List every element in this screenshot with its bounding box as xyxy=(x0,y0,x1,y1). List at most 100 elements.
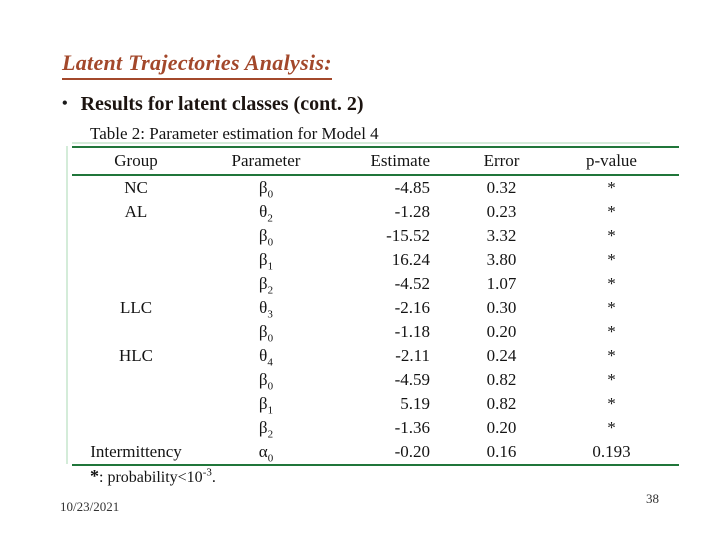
table-body: NC β0 -4.85 0.32 * AL θ2 -1.28 0.23 * β0 -15.52 3.32… xyxy=(72,175,679,465)
param-symbol: θ xyxy=(259,202,268,221)
cell-estimate: 5.19 xyxy=(400,394,430,413)
bullet-heading: Results for latent classes (cont. 2) xyxy=(80,93,364,115)
param-subscript: 3 xyxy=(267,308,273,321)
cell-parameter: α0 xyxy=(200,440,332,465)
param-subscript: 0 xyxy=(267,380,274,393)
param-symbol: β xyxy=(258,226,268,245)
table-row: β0 -1.18 0.20 * xyxy=(72,320,679,344)
page-title: Latent Trajectories Analysis: xyxy=(62,50,332,80)
header-parameter: Parameter xyxy=(231,151,301,170)
param-symbol: β xyxy=(258,418,268,437)
cell-group: AL xyxy=(124,202,148,221)
cell-error: 0.20 xyxy=(486,418,517,437)
title-wrap: Latent Trajectories Analysis: xyxy=(62,50,332,80)
param-symbol: θ xyxy=(259,298,268,317)
header-error: Error xyxy=(483,151,520,170)
table-row: β1 5.19 0.82 * xyxy=(72,392,679,416)
cell-error: 0.82 xyxy=(486,394,517,413)
cell-estimate: -2.16 xyxy=(394,298,430,317)
cell-estimate: -0.20 xyxy=(394,442,430,461)
table-row: NC β0 -4.85 0.32 * xyxy=(72,175,679,200)
header-group: Group xyxy=(114,151,158,170)
cell-parameter: θ4 xyxy=(200,344,332,368)
cell-error: 0.20 xyxy=(486,322,517,341)
parameter-table: Group Parameter Estimate Error p-value N… xyxy=(72,146,679,466)
table-row: LLC θ3 -2.16 0.30 * xyxy=(72,296,679,320)
cell-group xyxy=(72,272,200,296)
param-subscript: 2 xyxy=(267,284,274,297)
table-row: β0 -15.52 3.32 * xyxy=(72,224,679,248)
cell-parameter: β1 xyxy=(200,248,332,272)
param-symbol: α xyxy=(258,442,268,461)
footnote: *: probability<10-3. xyxy=(90,466,216,487)
cell-parameter: β2 xyxy=(200,272,332,296)
footer-date: 10/23/2021 xyxy=(60,499,120,514)
table-header: Group Parameter Estimate Error p-value xyxy=(72,147,679,175)
table-left-accent-line xyxy=(66,146,68,464)
table-header-row: Group Parameter Estimate Error p-value xyxy=(72,147,679,175)
cell-pvalue: 0.193 xyxy=(592,442,631,461)
param-subscript: 0 xyxy=(267,452,274,465)
param-symbol: β xyxy=(258,394,268,413)
table-row: β2 -1.36 0.20 * xyxy=(72,416,679,440)
param-subscript: 2 xyxy=(267,212,273,225)
param-subscript: 4 xyxy=(267,356,273,369)
param-subscript: 1 xyxy=(267,404,274,417)
footnote-period: . xyxy=(211,469,216,486)
cell-pvalue: * xyxy=(607,178,616,197)
param-symbol: β xyxy=(258,322,268,341)
cell-pvalue: * xyxy=(607,298,616,317)
table-row: β0 -4.59 0.82 * xyxy=(72,368,679,392)
cell-pvalue: * xyxy=(607,274,616,293)
cell-parameter: θ3 xyxy=(200,296,332,320)
cell-estimate: -15.52 xyxy=(386,226,430,245)
cell-group xyxy=(72,392,200,416)
cell-parameter: β0 xyxy=(200,320,332,344)
table-row: HLC θ4 -2.11 0.24 * xyxy=(72,344,679,368)
param-symbol: β xyxy=(258,274,268,293)
cell-pvalue: * xyxy=(607,226,616,245)
param-subscript: 0 xyxy=(267,236,274,249)
cell-error: 0.30 xyxy=(486,298,517,317)
table-row: AL θ2 -1.28 0.23 * xyxy=(72,200,679,224)
cell-parameter: β2 xyxy=(200,416,332,440)
cell-parameter: β0 xyxy=(200,175,332,200)
cell-parameter: β0 xyxy=(200,224,332,248)
cell-group: NC xyxy=(124,178,148,197)
cell-pvalue: * xyxy=(607,394,616,413)
cell-estimate: -1.28 xyxy=(394,202,430,221)
cell-estimate: -2.11 xyxy=(395,346,430,365)
cell-group: LLC xyxy=(119,298,153,317)
table-row: Intermittency α0 -0.20 0.16 0.193 xyxy=(72,440,679,465)
param-symbol: β xyxy=(258,178,268,197)
param-symbol: β xyxy=(258,250,268,269)
cell-estimate: 16.24 xyxy=(391,250,430,269)
cell-group xyxy=(72,224,200,248)
cell-group xyxy=(72,416,200,440)
cell-estimate: -4.52 xyxy=(394,274,430,293)
cell-parameter: β1 xyxy=(200,392,332,416)
param-subscript: 1 xyxy=(267,260,274,273)
footnote-text: : probability<10 xyxy=(99,469,203,486)
table-row: β2 -4.52 1.07 * xyxy=(72,272,679,296)
cell-group xyxy=(72,368,200,392)
cell-pvalue: * xyxy=(607,250,616,269)
slide-number: 38 xyxy=(646,491,659,506)
table-row: β1 16.24 3.80 * xyxy=(72,248,679,272)
bullet-marker: • xyxy=(62,95,68,112)
param-symbol: β xyxy=(258,370,268,389)
header-pvalue: p-value xyxy=(586,151,637,170)
header-estimate: Estimate xyxy=(370,151,430,170)
cell-error: 0.82 xyxy=(486,370,517,389)
cell-parameter: θ2 xyxy=(200,200,332,224)
footnote-superscript: -3 xyxy=(202,466,212,479)
cell-error: 1.07 xyxy=(486,274,517,293)
table-top-accent-line xyxy=(72,142,650,144)
param-subscript: 0 xyxy=(267,332,274,345)
cell-group xyxy=(72,248,200,272)
param-symbol: θ xyxy=(259,346,268,365)
bullet-line: • Results for latent classes (cont. 2) xyxy=(62,93,364,116)
table-caption: Table 2: Parameter estimation for Model … xyxy=(90,124,379,143)
param-subscript: 0 xyxy=(267,188,274,201)
